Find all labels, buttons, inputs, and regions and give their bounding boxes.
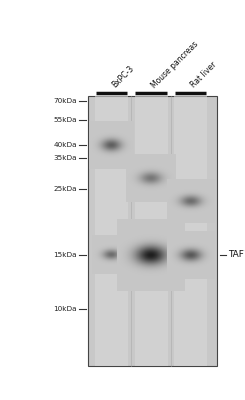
FancyBboxPatch shape (135, 96, 168, 366)
Text: 35kDa: 35kDa (53, 155, 77, 161)
Text: 70kDa: 70kDa (53, 98, 77, 104)
Text: BxPC-3: BxPC-3 (110, 64, 136, 90)
Text: 25kDa: 25kDa (53, 186, 77, 192)
Text: TAF13: TAF13 (228, 250, 245, 259)
Text: 15kDa: 15kDa (53, 252, 77, 258)
Text: 55kDa: 55kDa (53, 117, 77, 123)
FancyBboxPatch shape (88, 96, 217, 366)
Text: Mouse pancreas: Mouse pancreas (150, 39, 200, 90)
FancyBboxPatch shape (95, 96, 128, 366)
Text: Rat liver: Rat liver (189, 60, 219, 90)
FancyBboxPatch shape (174, 96, 207, 366)
Text: 40kDa: 40kDa (53, 142, 77, 148)
Text: 10kDa: 10kDa (53, 306, 77, 312)
